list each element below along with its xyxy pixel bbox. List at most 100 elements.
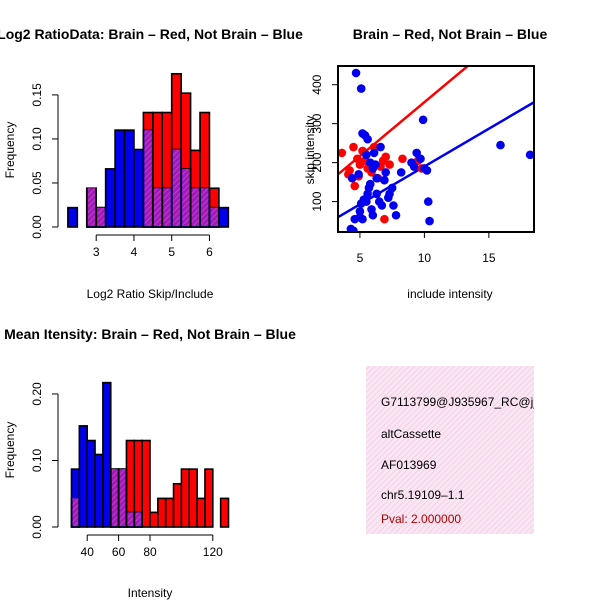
- ratio-histogram-x-tick-label: 4: [131, 245, 138, 259]
- ratio-histogram-overlap-bar: [153, 188, 162, 226]
- ratio-histogram-overlap-bar: [97, 207, 105, 226]
- intensity-histogram-red-bar: [172, 482, 183, 528]
- scatter-point-blue: [387, 183, 397, 193]
- scatter-point-blue: [356, 84, 366, 93]
- intensity-histogram-xlabel: Intensity: [128, 586, 173, 600]
- scatter-point-blue: [349, 226, 358, 232]
- ratio-histogram-xlabel: Log2 Ratio Skip/Include: [87, 287, 214, 301]
- annotation-accession: AF013969: [381, 458, 437, 472]
- scatter-panel: Brain – Red, Not Brain – Blue 5 10 15 100 20…: [303, 26, 548, 301]
- ratio-histogram-overlap-bar: [144, 130, 152, 226]
- scatter-point-red: [381, 152, 391, 162]
- ratio-histogram-overlap-bar: [191, 188, 200, 226]
- ratio-histogram-y-tick-label: 0.10: [30, 127, 44, 151]
- intensity-histogram-overlap-bar: [111, 469, 118, 526]
- ratio-histogram-x-tick-label: 6: [206, 245, 213, 259]
- scatter-point-red: [385, 160, 394, 169]
- scatter-point-red: [350, 181, 360, 191]
- scatter-points: [338, 68, 534, 232]
- intensity-histogram-red-bar: [157, 497, 167, 528]
- intensity-histogram-red-bar: [188, 468, 198, 528]
- ratio-histogram-overlap-bar: [172, 149, 181, 226]
- scatter-point-blue: [496, 140, 505, 150]
- annotation-text-clip: G7113799@J935967_RC@j_at altCassette AF0…: [381, 395, 551, 526]
- ratio-histogram-overlap-bar: [210, 207, 218, 226]
- scatter-plot-frame: [337, 65, 535, 233]
- intensity-histogram-x-tick-label: 60: [112, 545, 126, 559]
- annotation-pval: Pval: 2.000000: [381, 512, 461, 526]
- scatter-point-blue: [525, 150, 534, 160]
- ratio-histogram-x-tick-label: 5: [168, 245, 175, 259]
- intensity-histogram-blue-bar: [78, 425, 88, 528]
- scatter-axes: 5 10 15 100 200 300 400: [310, 74, 496, 265]
- ratio-histogram-overlap-bar: [182, 168, 190, 226]
- scatter-point-blue: [381, 168, 391, 177]
- scatter-xlabel: include intensity: [407, 287, 492, 301]
- ratio-histogram-blue-bar: [133, 148, 145, 228]
- scatter-point-blue: [362, 150, 371, 160]
- scatter-point-blue: [365, 158, 375, 167]
- scatter-point-blue: [362, 197, 371, 206]
- ratio-histogram-title: Log2 RatioData: Brain – Red, Not Brain –…: [0, 26, 303, 42]
- scatter-point-blue: [355, 207, 365, 216]
- ratio-histogram-blue-bar: [218, 206, 230, 228]
- scatter-point-blue: [369, 148, 379, 158]
- scatter-point-red: [380, 214, 389, 224]
- scatter-point-blue: [380, 175, 389, 185]
- ratio-histogram-overlap-bar: [87, 188, 96, 226]
- scatter-ylabel: skip intensity: [303, 116, 317, 185]
- scatter-y-tick-label: 100: [310, 191, 324, 211]
- intensity-histogram-red-bar: [149, 511, 159, 528]
- scatter-point-blue: [422, 166, 432, 175]
- scatter-point-blue: [391, 210, 401, 220]
- scatter-point-blue: [368, 210, 378, 220]
- scatter-point-blue: [409, 162, 419, 171]
- intensity-histogram-red-bar: [196, 497, 206, 528]
- annotation-panel: G7113799@J935967_RC@j_at altCassette AF0…: [366, 366, 551, 534]
- scatter-point-blue: [354, 170, 363, 179]
- intensity-histogram-overlap-bar: [127, 512, 134, 526]
- intensity-histogram-blue-bar: [94, 453, 104, 528]
- intensity-histogram-y-tick-label: 0.10: [30, 448, 44, 472]
- intensity-histogram-blue-bar: [102, 381, 112, 528]
- ratio-histogram-x-tick-label: 3: [93, 245, 100, 259]
- scatter-title: Brain – Red, Not Brain – Blue: [353, 26, 548, 42]
- intensity-histogram-red-bar: [164, 497, 175, 528]
- scatter-point-red: [349, 142, 358, 152]
- intensity-histogram-red-bar: [204, 468, 214, 528]
- scatter-point-blue: [423, 197, 433, 206]
- ratio-histogram-ylabel: Frequency: [3, 122, 17, 179]
- scatter-point-blue: [389, 201, 398, 210]
- intensity-histogram-x-tick-label: 120: [203, 545, 223, 559]
- scatter-y-tick-label: 400: [310, 74, 324, 94]
- ratio-histogram-blue-bar: [114, 129, 126, 228]
- intensity-histogram-x-tick-label: 40: [81, 545, 95, 559]
- scatter-point-blue: [358, 214, 367, 224]
- intensity-histogram-title: Mean Itensity: Brain – Red, Not Brain – …: [4, 326, 296, 342]
- intensity-histogram-y-tick-label: 0.00: [30, 515, 44, 539]
- ratio-histogram-panel: Log2 RatioData: Brain – Red, Not Brain –…: [0, 26, 303, 301]
- intensity-histogram-red-bar: [219, 497, 230, 528]
- intensity-histogram-panel: Mean Itensity: Brain – Red, Not Brain – …: [3, 326, 296, 600]
- intensity-histogram-y-tick-label: 0.20: [30, 382, 44, 406]
- annotation-probe-id: G7113799@J935967_RC@j_at: [381, 395, 551, 409]
- scatter-point-blue: [365, 179, 375, 189]
- ratio-histogram-overlap-bar: [163, 188, 171, 226]
- scatter-point-blue: [351, 68, 361, 78]
- scatter-point-blue: [377, 201, 387, 210]
- scatter-x-tick-label: 10: [418, 251, 432, 265]
- intensity-histogram-overlap-bar: [72, 498, 79, 526]
- annotation-location: chr5.19109–1.1: [381, 488, 465, 502]
- scatter-fit-line-blue: [338, 101, 534, 219]
- annotation-event-type: altCassette: [381, 427, 441, 441]
- ratio-histogram-y-tick-label: 0.15: [30, 83, 44, 107]
- scatter-point-blue: [396, 168, 406, 177]
- ratio-histogram-axes: 3 4 5 6 0.00 0.05 0.10 0.15: [30, 83, 213, 259]
- scatter-point-blue: [376, 142, 385, 152]
- scatter-point-blue: [372, 173, 381, 183]
- ratio-histogram-blue-bar: [104, 168, 116, 228]
- intensity-histogram-overlap-bar: [119, 469, 126, 526]
- scatter-point-blue: [350, 214, 360, 224]
- scatter-point-blue: [372, 189, 381, 199]
